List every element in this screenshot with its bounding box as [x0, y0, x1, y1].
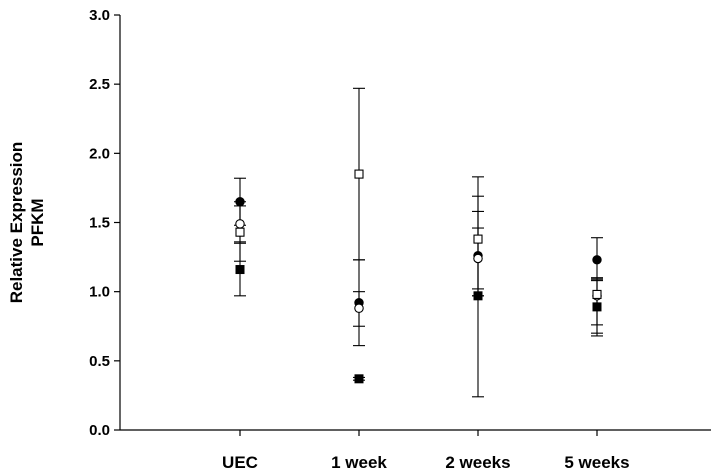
- marker-filled-circle: [592, 255, 602, 265]
- y-tick-label: 0.5: [89, 353, 110, 370]
- marker-filled-square: [592, 302, 602, 312]
- y-tick-label: 2.5: [89, 76, 110, 93]
- marker-open-square: [235, 227, 245, 237]
- x-tick-label: 2 weeks: [445, 453, 510, 472]
- x-tick-label: UEC: [222, 453, 258, 472]
- marker-open-circle: [235, 219, 245, 229]
- error-bars: [234, 87, 603, 398]
- y-tick-label: 1.5: [89, 215, 110, 232]
- y-axis-title-line: Relative Expression: [7, 142, 26, 304]
- marker-open-square: [473, 234, 483, 244]
- y-tick-label: 0.0: [89, 422, 110, 439]
- marker-filled-square: [473, 291, 483, 301]
- x-tick-label: 1 week: [331, 453, 387, 472]
- marker-filled-square: [235, 265, 245, 275]
- marker-open-circle: [473, 253, 483, 264]
- marker-filled-square: [354, 374, 364, 384]
- y-axis-title: Relative Expression PFKM: [7, 142, 47, 304]
- marker-filled-circle: [235, 197, 245, 207]
- axes: [114, 14, 711, 436]
- y-tick-label: 3.0: [89, 7, 110, 24]
- labels: 0.0 0.5 1.0 1.5 2.0 2.5 3.0 UEC 1 week 2 weeks 5 w…: [7, 7, 630, 472]
- marker-open-square: [592, 289, 602, 299]
- y-tick-label: 2.0: [89, 145, 110, 162]
- marker-open-circle: [354, 303, 364, 314]
- y-tick-label: 1.0: [89, 284, 110, 301]
- marker-open-square: [354, 169, 364, 179]
- data-markers: [235, 169, 602, 384]
- x-tick-label: 5 weeks: [564, 453, 629, 472]
- y-axis-title-line: PFKM: [28, 198, 47, 246]
